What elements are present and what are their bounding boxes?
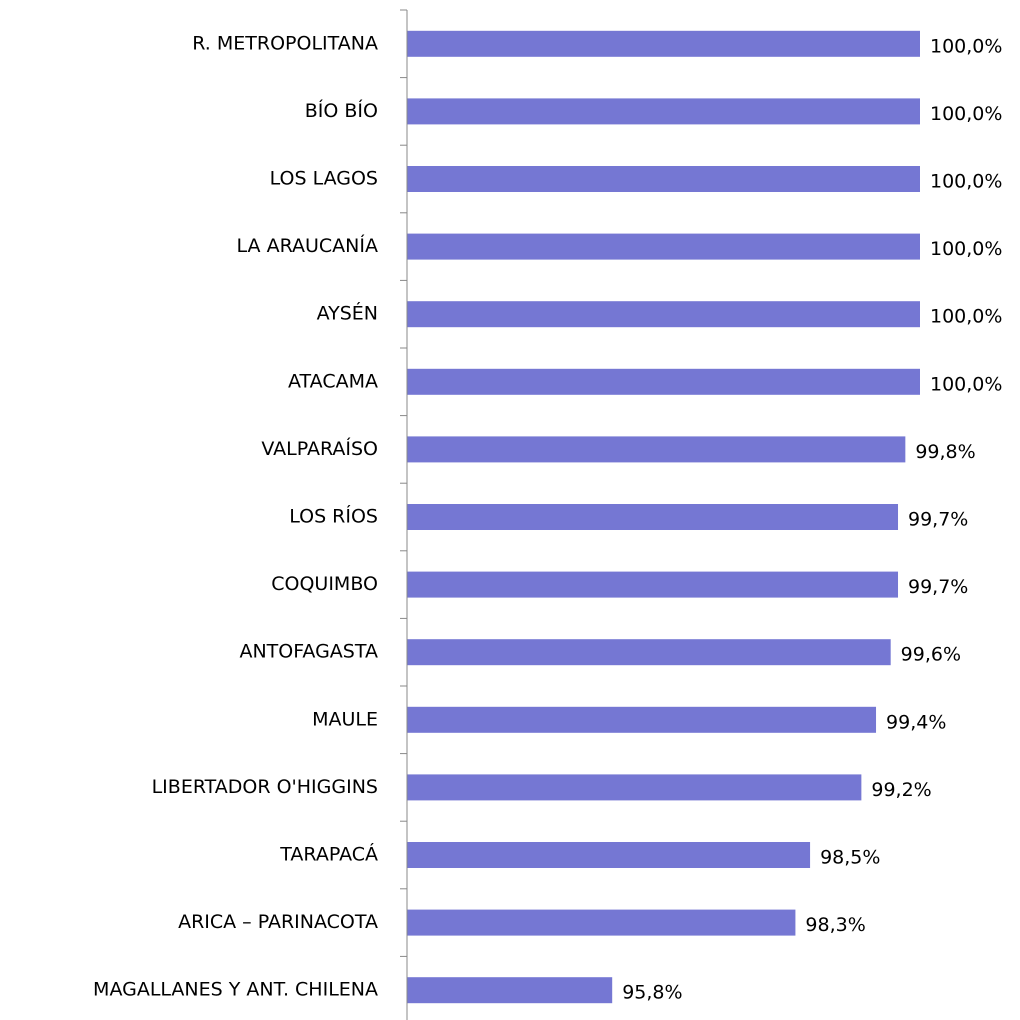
category-label: LIBERTADOR O'HIGGINS <box>152 776 378 798</box>
category-label: LA ARAUCANÍA <box>237 234 378 257</box>
category-label: ANTOFAGASTA <box>239 641 378 663</box>
category-label: TARAPACÁ <box>279 843 378 866</box>
value-label: 98,3% <box>805 914 865 936</box>
bar <box>407 571 899 598</box>
bar <box>407 706 877 733</box>
value-label: 99,4% <box>886 711 946 733</box>
bar <box>407 233 920 260</box>
bar <box>407 166 920 192</box>
category-label: VALPARAÍSO <box>261 437 378 460</box>
value-label: 99,8% <box>915 441 975 463</box>
value-label: 100,0% <box>930 171 1002 193</box>
value-label: 99,6% <box>901 644 961 666</box>
bar <box>407 368 920 395</box>
category-label: AYSÉN <box>317 302 378 325</box>
bar <box>407 30 920 57</box>
value-label: 99,2% <box>871 779 931 801</box>
bar <box>407 639 891 666</box>
value-label: 100,0% <box>930 103 1002 125</box>
category-label: MAGALLANES Y ANT. CHILENA <box>93 979 378 1001</box>
bar <box>407 977 613 1004</box>
value-label: 100,0% <box>930 238 1002 260</box>
bar <box>407 842 811 868</box>
bar <box>407 504 899 530</box>
bar <box>407 98 920 125</box>
value-label: 100,0% <box>930 306 1002 328</box>
category-label: ARICA – PARINACOTA <box>178 911 378 933</box>
category-label: LOS RÍOS <box>289 505 378 528</box>
category-label: MAULE <box>312 708 378 730</box>
bar <box>407 301 920 328</box>
category-label: LOS LAGOS <box>270 168 378 190</box>
category-label: R. METROPOLITANA <box>192 32 378 54</box>
bar <box>407 774 862 801</box>
category-label: BÍO BÍO <box>305 99 378 122</box>
category-label: COQUIMBO <box>271 573 378 595</box>
value-label: 99,7% <box>908 576 968 598</box>
value-label: 95,8% <box>622 982 682 1004</box>
category-label: ATACAMA <box>288 370 378 392</box>
value-label: 100,0% <box>930 373 1002 395</box>
value-label: 98,5% <box>820 847 880 869</box>
value-label: 99,7% <box>908 509 968 531</box>
value-label: 100,0% <box>930 35 1002 57</box>
bar <box>407 436 906 463</box>
bar <box>407 909 796 936</box>
